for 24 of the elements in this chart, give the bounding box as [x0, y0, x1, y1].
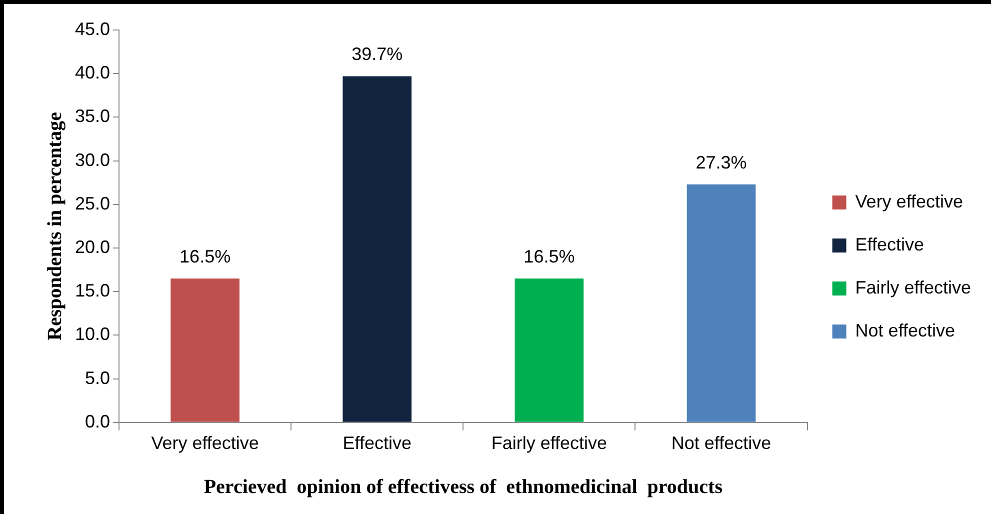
x-axis-title: Percieved opinion of effectivess of ethnomedicinal products	[204, 476, 723, 498]
legend-label: Very effective	[855, 191, 964, 212]
y-tick-label: 15.0	[74, 280, 110, 301]
y-tick-label: 0.0	[85, 411, 110, 432]
legend-label: Fairly effective	[855, 277, 972, 298]
data-label: 27.3%	[696, 152, 747, 172]
x-tick-label: Very effective	[151, 433, 259, 454]
y-tick-label: 10.0	[74, 324, 110, 344]
y-tick-label: 25.0	[74, 193, 110, 214]
legend-label: Not effective	[855, 320, 956, 340]
data-label: 16.5%	[524, 246, 575, 266]
x-tick-label: Effective	[342, 433, 412, 454]
x-tick-label: Fairly effective	[491, 433, 608, 454]
y-tick-label: 35.0	[74, 106, 110, 126]
legend-label: Effective	[855, 234, 924, 254]
data-label: 16.5%	[180, 246, 231, 266]
x-tick-label: Not effective	[671, 433, 772, 454]
y-tick-label: 5.0	[85, 368, 110, 388]
data-label: 39.7%	[352, 44, 403, 64]
y-tick-label: 45.0	[74, 18, 110, 39]
y-axis-title: Respondents in percentage	[44, 112, 66, 340]
y-tick-label: 30.0	[74, 150, 110, 170]
y-tick-label: 20.0	[74, 236, 110, 257]
y-tick-label: 40.0	[74, 62, 110, 83]
